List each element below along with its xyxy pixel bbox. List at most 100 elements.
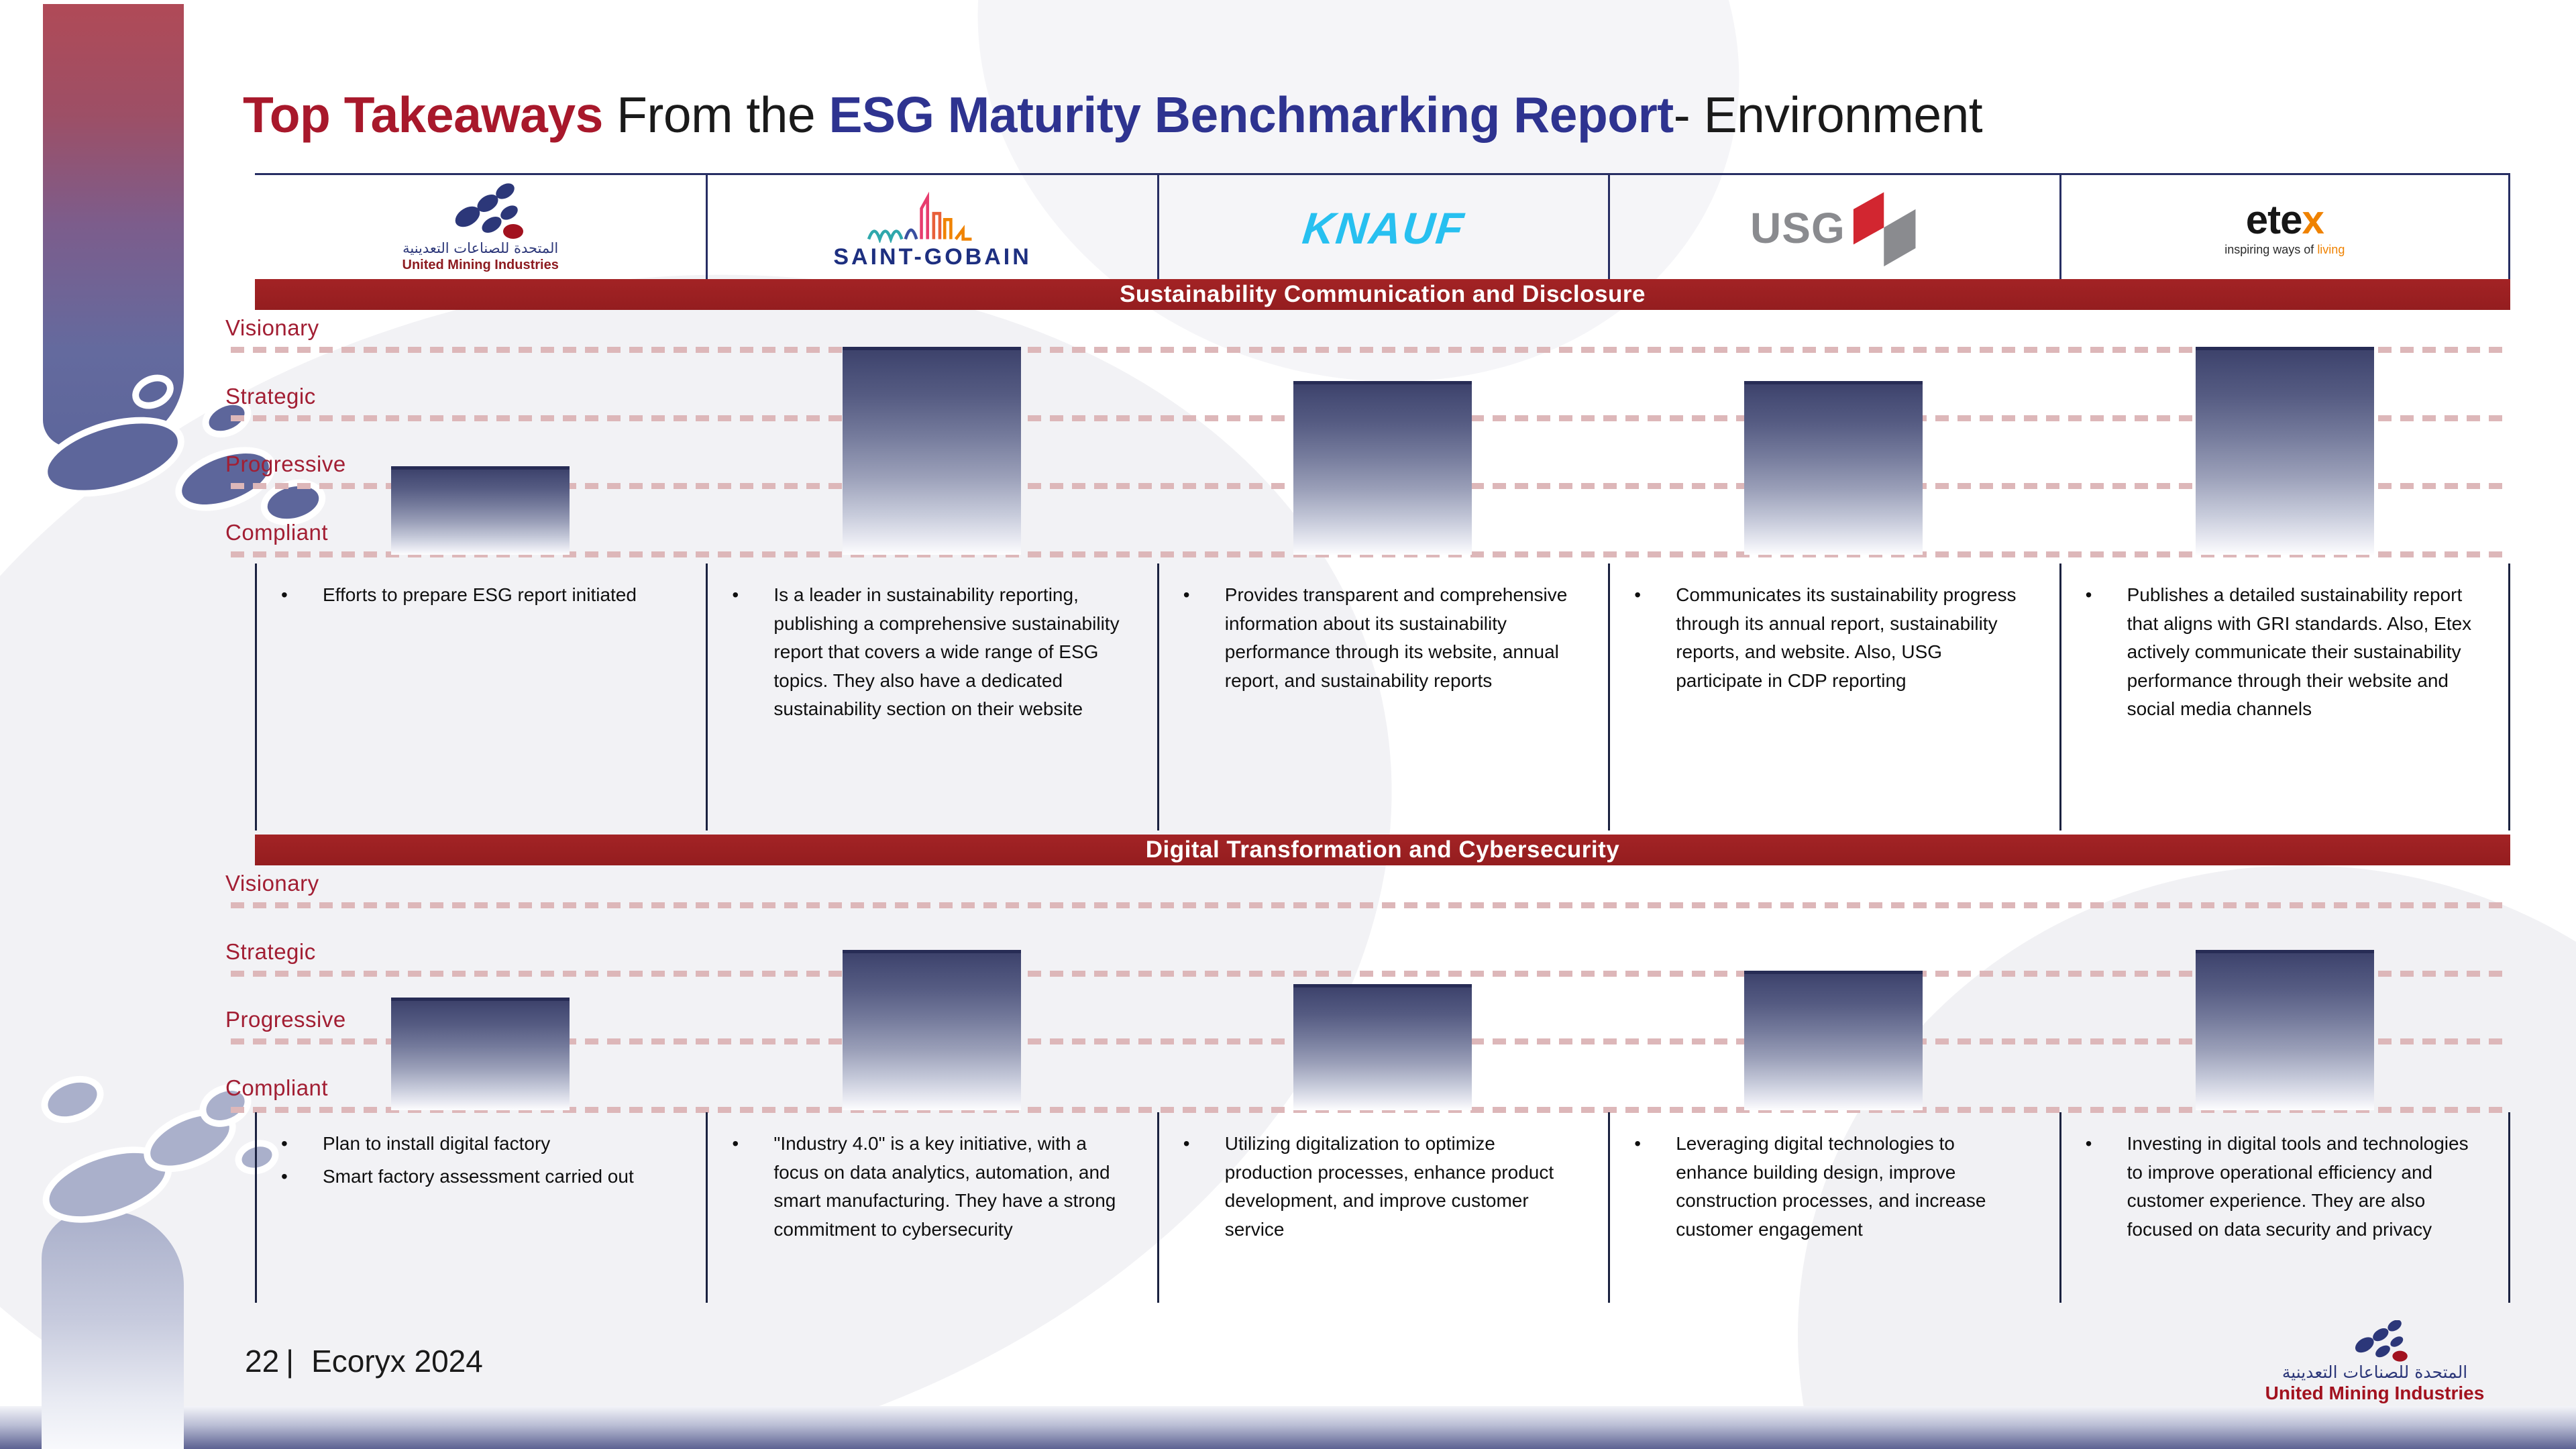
note-bullet: • Investing in digital tools and technolo… [2086, 1130, 2480, 1244]
company-notes-column: • Communicates its sustainability progres… [1608, 564, 2059, 830]
usg-wordmark: USG [1750, 204, 1845, 252]
etex-wordmark: etex [2246, 199, 2324, 240]
left-gradient-bar-bottom [42, 1212, 184, 1449]
note-bullet: • Communicates its sustainability progres… [1634, 581, 2031, 695]
company-notes-column: • "Industry 4.0" is a key initiative, wit… [706, 1112, 1157, 1303]
note-bullet: • Publishes a detailed sustainability rep… [2086, 581, 2480, 724]
bullet-marker: • [2085, 1133, 2092, 1154]
maturity-bar [1744, 381, 1923, 555]
bullet-text: Provides transparent and comprehensive i… [1224, 584, 1568, 691]
company-notes-column: • Efforts to prepare ESG report initiated [255, 564, 706, 830]
bullet-marker: • [732, 584, 739, 605]
saint-gobain-skyline-icon [867, 191, 972, 243]
section-header-sustainability: Sustainability Communication and Disclos… [255, 279, 2510, 310]
bullet-text: Publishes a detailed sustainability repo… [2127, 584, 2472, 720]
saint-gobain-wordmark: SAINT-GOBAIN [833, 244, 1032, 270]
logo-cell-united-mining-industries: المتحدة للصناعات التعدينية United Mining… [255, 175, 706, 281]
logo-cell-usg: USG [1608, 175, 2059, 281]
bullet-text: Smart factory assessment carried out [323, 1165, 634, 1187]
maturity-level-label: Compliant [225, 520, 329, 545]
maturity-gridline [231, 970, 2510, 977]
footer-brand: Ecoryx 2024 [311, 1344, 483, 1379]
umi-arabic-name: المتحدة للصناعات التعدينية [2282, 1362, 2468, 1382]
maturity-level-label: Strategic [225, 938, 316, 964]
bottom-gradient-strip [0, 1406, 2576, 1449]
bullet-text: Investing in digital tools and technolog… [2127, 1133, 2469, 1240]
title-connector: From the [602, 87, 829, 143]
bullet-marker: • [281, 584, 288, 605]
maturity-gridline [231, 902, 2510, 908]
maturity-level-label: Visionary [225, 870, 319, 896]
section-header-text: Sustainability Communication and Disclos… [1120, 281, 1646, 307]
bullet-text: Communicates its sustainability progress… [1676, 584, 2017, 691]
bullet-marker: • [1183, 1133, 1190, 1154]
bullet-text: Leveraging digital technologies to enhan… [1676, 1133, 1986, 1240]
maturity-bar [842, 347, 1021, 555]
note-bullet: • Is a leader in sustainability reporting… [732, 581, 1128, 724]
logo-cell-etex: etex inspiring ways of living [2059, 175, 2510, 281]
note-bullet: • Leveraging digital technologies to enha… [1634, 1130, 2031, 1244]
company-notes-column: • Utilizing digitalization to optimize pr… [1157, 1112, 1608, 1303]
left-gradient-bar-top [43, 4, 184, 447]
title-accent-navy: ESG Maturity Benchmarking Report [828, 87, 1674, 143]
bullet-marker: • [281, 1165, 288, 1187]
company-logo-row: المتحدة للصناعات التعدينية United Mining… [255, 173, 2510, 281]
bullet-marker: • [1183, 584, 1190, 605]
maturity-gridline [231, 346, 2510, 353]
bullet-marker: • [281, 1133, 288, 1154]
note-bullet: • Smart factory assessment carried out [281, 1163, 678, 1191]
bullet-marker: • [732, 1133, 739, 1154]
bullet-text: Plan to install digital factory [323, 1133, 551, 1154]
logo-cell-saint-gobain: SAINT-GOBAIN [706, 175, 1157, 281]
section-header-text: Digital Transformation and Cybersecurity [1145, 837, 1620, 863]
slide-title: Top Takeaways From the ESG Maturity Benc… [243, 86, 1983, 144]
maturity-level-label: Compliant [225, 1075, 329, 1100]
maturity-level-label: Strategic [225, 383, 316, 409]
note-bullet: • Efforts to prepare ESG report initiated [281, 581, 678, 610]
title-suffix: - Environment [1673, 87, 1983, 143]
etex-tagline-accent: living [2317, 242, 2345, 256]
bullet-text: Is a leader in sustainability reporting,… [773, 584, 1120, 720]
company-notes-column: • Publishes a detailed sustainability rep… [2059, 564, 2510, 830]
company-notes-column: • Plan to install digital factory • Smart f… [255, 1112, 706, 1303]
note-bullet: • Utilizing digitalization to optimize pr… [1183, 1130, 1580, 1244]
maturity-chart-digital: Visionary Strategic Progressive Compliant [225, 865, 2510, 1113]
company-notes-column: • Investing in digital tools and technolo… [2059, 1112, 2510, 1303]
note-bullet: • Provides transparent and comprehensive … [1183, 581, 1580, 695]
umi-droplets-icon [455, 183, 524, 239]
maturity-bar [1293, 984, 1472, 1110]
company-notes-column: • Provides transparent and comprehensive … [1157, 564, 1608, 830]
company-notes-column: • Is a leader in sustainability reporting… [706, 564, 1157, 830]
usg-flag-icon [1853, 192, 1916, 267]
bullet-text: Efforts to prepare ESG report initiated [323, 584, 637, 605]
page-number: 22 [245, 1344, 280, 1379]
etex-tagline-prefix: inspiring ways of [2224, 242, 2318, 256]
logo-cell-knauf: KNAUF [1157, 175, 1608, 281]
knauf-wordmark: KNAUF [1300, 203, 1467, 253]
umi-english-name: United Mining Industries [2265, 1382, 2485, 1403]
bullet-marker: • [2085, 584, 2092, 605]
maturity-level-label: Progressive [225, 451, 346, 477]
bullet-text: Utilizing digitalization to optimize pro… [1224, 1133, 1554, 1240]
maturity-bar [2195, 347, 2374, 555]
umi-arabic-name: المتحدة للصناعات التعدينية [402, 240, 559, 257]
footer-umi-logo: المتحدة للصناعات التعدينية United Mining… [2220, 1320, 2529, 1404]
section-header-digital: Digital Transformation and Cybersecurity [255, 835, 2510, 865]
note-bullet: • Plan to install digital factory [281, 1130, 678, 1159]
bullet-marker: • [1634, 1133, 1641, 1154]
notes-row-digital: • Plan to install digital factory • Smart f… [255, 1112, 2510, 1303]
maturity-level-label: Progressive [225, 1007, 346, 1032]
maturity-bar [1293, 381, 1472, 555]
etex-tagline: inspiring ways of living [2224, 243, 2345, 257]
bullet-marker: • [1634, 584, 1641, 605]
note-bullet: • "Industry 4.0" is a key initiative, wit… [732, 1130, 1128, 1244]
notes-row-sustainability: • Efforts to prepare ESG report initiated… [255, 564, 2510, 830]
company-notes-column: • Leveraging digital technologies to enha… [1608, 1112, 2059, 1303]
maturity-bar [842, 950, 1021, 1110]
footer-page-info: 22 | Ecoryx 2024 [245, 1343, 483, 1379]
umi-english-name: United Mining Industries [402, 257, 559, 272]
maturity-bar [391, 998, 570, 1110]
maturity-chart-sustainability: Visionary Strategic Progressive Compliant [225, 309, 2510, 557]
bullet-text: "Industry 4.0" is a key initiative, with… [773, 1133, 1116, 1240]
